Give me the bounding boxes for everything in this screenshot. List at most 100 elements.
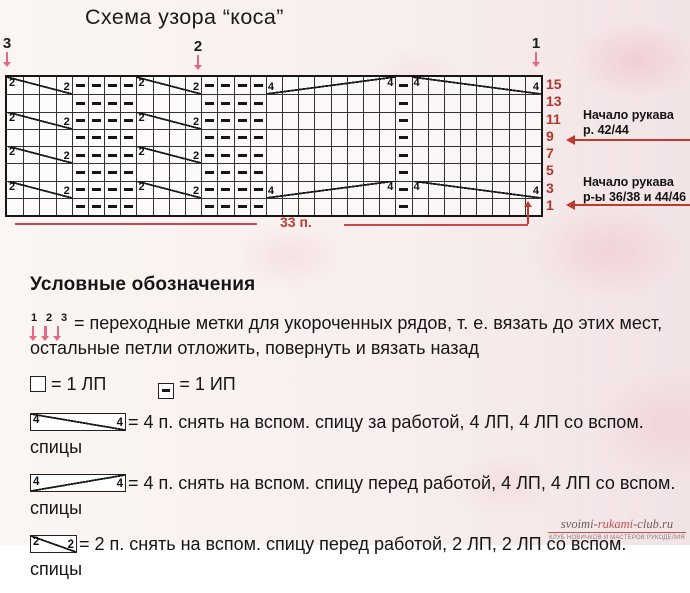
down-arrow-icon bbox=[530, 52, 541, 67]
knit-cell bbox=[298, 163, 315, 181]
knit-cell bbox=[282, 146, 299, 164]
legend-item-short-row-marks: 1 2 3 = переходные метки для укороченных… bbox=[28, 311, 680, 361]
sleeve-start-note-36-44: Начало рукава р-ы 36/38 и 44/46 bbox=[583, 175, 686, 205]
knit-cell bbox=[23, 163, 40, 181]
legend-text: = 1 ЛП bbox=[51, 374, 107, 394]
knit-cell bbox=[492, 94, 509, 112]
row-number: 9 bbox=[546, 127, 554, 144]
purl-cell bbox=[249, 197, 266, 215]
note-line: р-ы 36/38 и 44/46 bbox=[583, 190, 687, 204]
knit-cell bbox=[23, 197, 40, 215]
knit-cell bbox=[411, 128, 428, 146]
purl-cell bbox=[249, 94, 266, 112]
purl-cell bbox=[104, 197, 121, 215]
knit-cell bbox=[136, 128, 153, 146]
knit-cell bbox=[136, 94, 153, 112]
purl-cell bbox=[120, 111, 137, 129]
purl-cell bbox=[201, 180, 218, 198]
knit-cell bbox=[314, 146, 331, 164]
cable-number: 2 bbox=[193, 184, 200, 197]
knit-cell bbox=[265, 128, 283, 146]
knit-cell bbox=[23, 128, 40, 146]
down-arrow-icon bbox=[40, 325, 51, 341]
knit-cell bbox=[346, 128, 363, 146]
legend-heading: Условные обозначения bbox=[30, 274, 256, 295]
purl-cell bbox=[201, 146, 218, 164]
row-number: 3 bbox=[546, 179, 554, 196]
purl-cell bbox=[217, 128, 234, 146]
purl-cell bbox=[217, 111, 234, 129]
knit-cell bbox=[39, 163, 56, 181]
knit-cell bbox=[55, 94, 72, 112]
knit-cell bbox=[314, 111, 331, 129]
cable-number: 4 bbox=[413, 180, 420, 193]
purl-stitch-symbol bbox=[158, 382, 175, 399]
knit-stitch-symbol bbox=[30, 376, 46, 392]
knit-cell bbox=[443, 128, 461, 146]
cable-number: 2 bbox=[67, 538, 74, 551]
knit-cell bbox=[427, 128, 444, 146]
knit-cell bbox=[136, 197, 153, 215]
knit-cell bbox=[460, 163, 477, 181]
purl-cell bbox=[217, 94, 234, 112]
cable-number: 2 bbox=[9, 77, 16, 89]
cable-number: 2 bbox=[138, 146, 145, 158]
cable-number: 4 bbox=[116, 477, 123, 490]
purl-cell bbox=[120, 128, 137, 146]
short-row-markers-symbol: 1 2 3 bbox=[28, 311, 68, 341]
knit-cell bbox=[55, 128, 72, 146]
cable-number: 4 bbox=[532, 184, 539, 197]
knit-cell bbox=[265, 94, 283, 112]
knit-cell bbox=[492, 197, 509, 215]
marker-number: 2 bbox=[45, 311, 53, 324]
knit-cell bbox=[282, 163, 299, 181]
knit-cell bbox=[7, 94, 24, 111]
purl-cell bbox=[249, 77, 266, 95]
stitch-width-line bbox=[15, 223, 257, 225]
purl-cell bbox=[201, 163, 218, 181]
short-row-marker-2: 2 bbox=[190, 39, 206, 70]
knit-cell bbox=[476, 197, 493, 215]
site-watermark: svoimi-rukami-club.ru КЛУБ НОВИЧКОВ И МА… bbox=[548, 518, 686, 541]
purl-cell bbox=[233, 94, 250, 112]
purl-cell bbox=[233, 180, 250, 198]
knit-cell bbox=[460, 146, 477, 164]
knit-cell bbox=[184, 94, 202, 112]
knit-cell bbox=[362, 128, 380, 146]
knit-cell bbox=[379, 163, 396, 181]
page-title: Схема узора “коса” bbox=[85, 5, 284, 29]
legend-text: = 4 п. снять на вспом. спицу перед работ… bbox=[30, 472, 676, 518]
purl-cell bbox=[71, 180, 88, 198]
legend-item-cable-front-4: 4 4 = 4 п. снять на вспом. спицу перед р… bbox=[30, 471, 680, 521]
knit-cell bbox=[346, 94, 363, 112]
knit-cell bbox=[460, 128, 477, 146]
knit-cell bbox=[298, 111, 315, 129]
marker-label: 3 bbox=[2, 35, 12, 52]
purl-cell bbox=[120, 77, 136, 95]
knit-cell bbox=[346, 163, 363, 181]
cable-number: 2 bbox=[63, 150, 70, 163]
knit-cell bbox=[7, 128, 24, 146]
knit-cell bbox=[427, 163, 444, 181]
legend-text: = 4 п. снять на вспом. спицу за работой,… bbox=[30, 411, 644, 457]
purl-cell bbox=[395, 197, 412, 215]
knit-cell bbox=[362, 94, 380, 112]
knit-cell bbox=[379, 128, 396, 146]
purl-cell bbox=[71, 77, 88, 95]
knit-cell bbox=[524, 128, 541, 146]
knit-cell bbox=[330, 197, 347, 215]
purl-cell bbox=[395, 180, 412, 198]
purl-cell bbox=[201, 197, 218, 215]
purl-cell bbox=[71, 197, 88, 215]
knit-cell bbox=[524, 163, 541, 181]
cable-number: 2 bbox=[9, 111, 16, 124]
cable-number: 2 bbox=[193, 81, 200, 94]
purl-cell bbox=[71, 94, 88, 112]
